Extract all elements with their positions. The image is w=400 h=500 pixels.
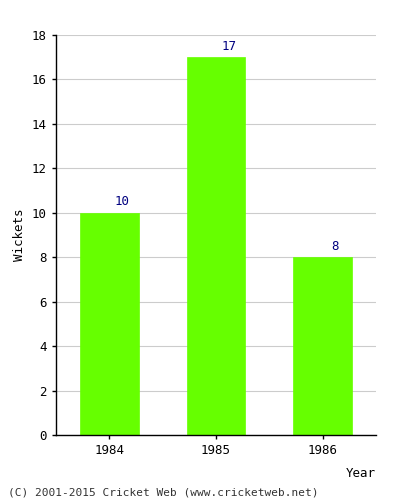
Bar xyxy=(80,213,139,435)
Bar xyxy=(187,57,245,435)
Y-axis label: Wickets: Wickets xyxy=(14,209,26,261)
Bar xyxy=(293,257,352,435)
Text: Year: Year xyxy=(346,467,376,480)
Text: 8: 8 xyxy=(332,240,339,253)
Text: 17: 17 xyxy=(221,40,236,53)
Text: 10: 10 xyxy=(115,196,130,208)
Text: (C) 2001-2015 Cricket Web (www.cricketweb.net): (C) 2001-2015 Cricket Web (www.cricketwe… xyxy=(8,488,318,498)
